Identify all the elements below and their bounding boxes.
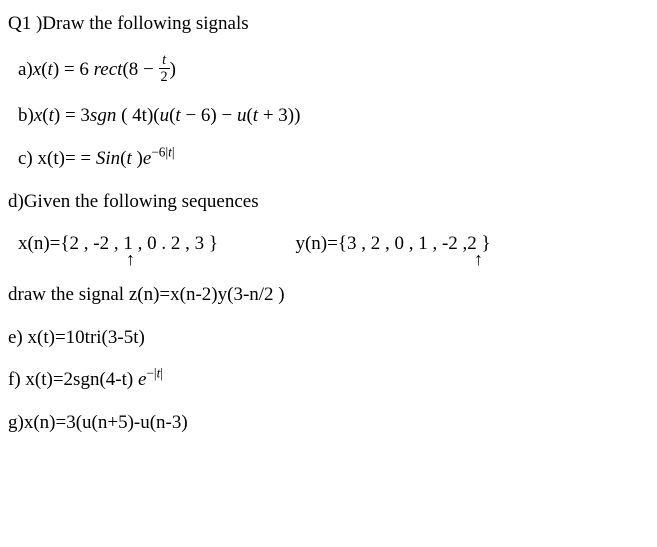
u-arg-2: t: [253, 105, 258, 126]
part-c-exp-abs: t: [168, 145, 172, 160]
part-d-intro: d)Given the following sequences: [8, 190, 649, 215]
part-b-var: x: [34, 105, 42, 126]
y-seq: {3 , 2 , 0 , 1 , -2 ,2 }: [338, 233, 491, 254]
part-d-draw: draw the signal z(n)=x(n-2)y(3-n/2 ): [8, 283, 649, 308]
part-b-u1: 6: [201, 105, 211, 126]
part-f-exp: −|t|: [146, 366, 163, 381]
part-b-coef: 3: [80, 105, 90, 126]
part-b-sgn-arg-text: 4t: [132, 105, 147, 126]
part-c-func-arg: t: [127, 148, 132, 169]
part-d-intro-text: d)Given the following sequences: [8, 191, 259, 212]
part-a-frac: t2: [159, 53, 170, 85]
part-b: b)x(t) = 3sgn ( 4t)(u(t − 6) − u(t + 3)): [8, 104, 649, 129]
part-f: f) x(t)=2sgn(4-t) e−|t|: [8, 368, 649, 393]
part-c-func: Sin: [96, 148, 120, 169]
part-a-var: x: [33, 59, 41, 80]
x-seq: {2 , -2 , 1 , 0 . 2 , 3 }: [60, 233, 218, 254]
part-g-label: g): [8, 412, 24, 433]
part-b-func: sgn: [90, 105, 116, 126]
part-g: g)x(n)=3(u(n+5)-u(n-3): [8, 411, 649, 436]
part-a: a)x(t) = 6 rect(8 − t2): [8, 55, 649, 87]
part-g-text: x(n)=3(u(n+5)-u(n-3): [24, 412, 188, 433]
part-d-draw-text: draw the signal z(n)=x(n-2)y(3-n/2 ): [8, 284, 285, 305]
part-f-label: f): [8, 369, 21, 390]
part-f-lhs: x(t)=2sgn(4-t): [25, 369, 133, 390]
part-a-func: rect: [94, 59, 123, 80]
part-a-inner-const: 8: [129, 59, 139, 80]
title-text: Q1 )Draw the following signals: [8, 13, 249, 34]
part-e: e) x(t)=10tri(3-5t): [8, 326, 649, 351]
x-origin-arrow-icon: ↑: [126, 250, 135, 268]
x-seq-label: x(n)=: [18, 233, 60, 254]
u-func-2: u: [237, 105, 247, 126]
part-a-frac-num: t: [159, 53, 170, 69]
part-c-label: c): [18, 148, 33, 169]
y-origin-arrow-icon: ↑: [474, 250, 483, 268]
part-e-label: e): [8, 327, 23, 348]
part-c-exp: −6|t|: [151, 145, 174, 160]
part-b-label: b): [18, 105, 34, 126]
part-f-exp-abs: t: [157, 366, 161, 381]
y-seq-label: y(n)=: [295, 233, 337, 254]
part-a-frac-den: 2: [159, 69, 170, 84]
u-arg-1: t: [175, 105, 180, 126]
part-b-arg: t: [49, 105, 54, 126]
part-a-arg: t: [48, 59, 53, 80]
question-title: Q1 )Draw the following signals: [8, 12, 649, 37]
part-e-text: x(t)=10tri(3-5t): [28, 327, 145, 348]
part-c: c) x(t)= = Sin(t )e−6|t|: [8, 147, 649, 172]
part-d-sequences: x(n)={2 , -2 , 1 , 0 . 2 , 3 } y(n)={3 ,…: [8, 232, 649, 257]
part-a-label: a): [18, 59, 33, 80]
part-b-sgn-arg: 4t: [132, 105, 147, 126]
part-c-exp-coef: 6: [159, 145, 166, 160]
part-c-lhs: x(t)= =: [38, 148, 92, 169]
u-func-1: u: [160, 105, 170, 126]
part-b-u2: 3: [278, 105, 288, 126]
part-a-coef: 6: [79, 59, 89, 80]
